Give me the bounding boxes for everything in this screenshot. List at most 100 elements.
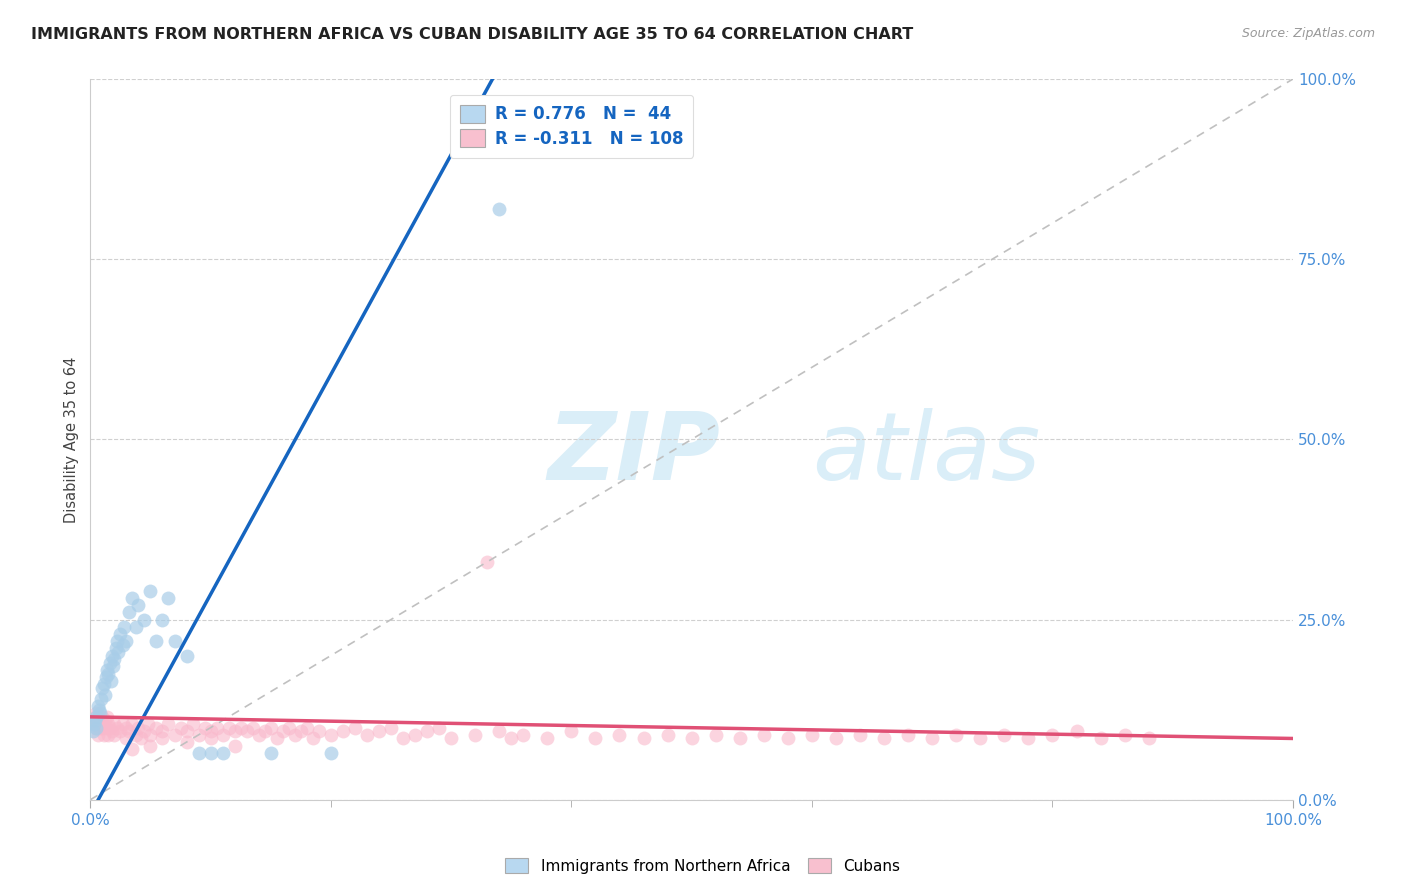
Point — [319, 746, 342, 760]
Point — [404, 728, 426, 742]
Point — [111, 638, 134, 652]
Point — [103, 728, 125, 742]
Point — [110, 627, 132, 641]
Point — [93, 677, 115, 691]
Point — [101, 659, 124, 673]
Point — [704, 728, 727, 742]
Point — [104, 641, 127, 656]
Point — [100, 673, 122, 688]
Point — [86, 721, 108, 735]
Point — [94, 688, 117, 702]
Point — [1066, 724, 1088, 739]
Point — [921, 731, 943, 746]
Point — [1137, 731, 1160, 746]
Point — [136, 717, 159, 731]
Point — [152, 731, 174, 746]
Point — [464, 728, 486, 742]
Point — [82, 724, 104, 739]
Point — [176, 648, 198, 663]
Point — [187, 746, 209, 760]
Point — [271, 724, 294, 739]
Point — [260, 721, 283, 735]
Point — [1017, 731, 1039, 746]
Point — [105, 634, 128, 648]
Point — [98, 656, 121, 670]
Point — [145, 634, 167, 648]
Point — [152, 724, 174, 739]
Point — [993, 728, 1015, 742]
Point — [91, 721, 114, 735]
Y-axis label: Disability Age 35 to 64: Disability Age 35 to 64 — [65, 356, 79, 523]
Legend: R = 0.776   N =  44, R = -0.311   N = 108: R = 0.776 N = 44, R = -0.311 N = 108 — [450, 95, 693, 158]
Point — [118, 605, 141, 619]
Point — [86, 728, 108, 742]
Point — [728, 731, 751, 746]
Point — [427, 721, 450, 735]
Point — [319, 728, 342, 742]
Point — [253, 724, 276, 739]
Point — [235, 724, 257, 739]
Point — [560, 724, 582, 739]
Point — [125, 620, 148, 634]
Point — [97, 728, 120, 742]
Point — [101, 648, 124, 663]
Text: Source: ZipAtlas.com: Source: ZipAtlas.com — [1241, 27, 1375, 40]
Point — [157, 717, 180, 731]
Point — [83, 717, 105, 731]
Point — [134, 724, 156, 739]
Point — [242, 721, 264, 735]
Point — [187, 728, 209, 742]
Point — [295, 721, 318, 735]
Point — [752, 728, 775, 742]
Point — [181, 717, 204, 731]
Point — [86, 699, 108, 714]
Point — [169, 721, 191, 735]
Point — [103, 652, 125, 666]
Point — [91, 681, 114, 695]
Point — [96, 663, 118, 677]
Point — [139, 583, 162, 598]
Point — [488, 724, 510, 739]
Point — [139, 728, 162, 742]
Point — [501, 731, 523, 746]
Point — [277, 721, 299, 735]
Point — [87, 710, 110, 724]
Point — [97, 717, 120, 731]
Point — [89, 706, 111, 721]
Point — [873, 731, 896, 746]
Point — [89, 721, 111, 735]
Point — [163, 728, 186, 742]
Point — [121, 717, 143, 731]
Point — [83, 717, 105, 731]
Point — [127, 598, 149, 612]
Point — [84, 710, 107, 724]
Point — [969, 731, 991, 746]
Point — [536, 731, 558, 746]
Point — [194, 721, 217, 735]
Point — [681, 731, 703, 746]
Point — [218, 721, 240, 735]
Point — [800, 728, 823, 742]
Point — [145, 721, 167, 735]
Point — [416, 724, 439, 739]
Point — [945, 728, 967, 742]
Point — [163, 634, 186, 648]
Point — [585, 731, 607, 746]
Point — [849, 728, 872, 742]
Point — [86, 721, 108, 735]
Point — [200, 746, 222, 760]
Point — [211, 746, 233, 760]
Point — [284, 728, 307, 742]
Point — [110, 724, 132, 739]
Point — [301, 731, 323, 746]
Point — [134, 613, 156, 627]
Point — [115, 634, 138, 648]
Point — [380, 721, 402, 735]
Point — [205, 721, 228, 735]
Point — [94, 670, 117, 684]
Point — [224, 724, 246, 739]
Point — [332, 724, 354, 739]
Point — [477, 555, 499, 569]
Point — [229, 721, 252, 735]
Point — [98, 721, 121, 735]
